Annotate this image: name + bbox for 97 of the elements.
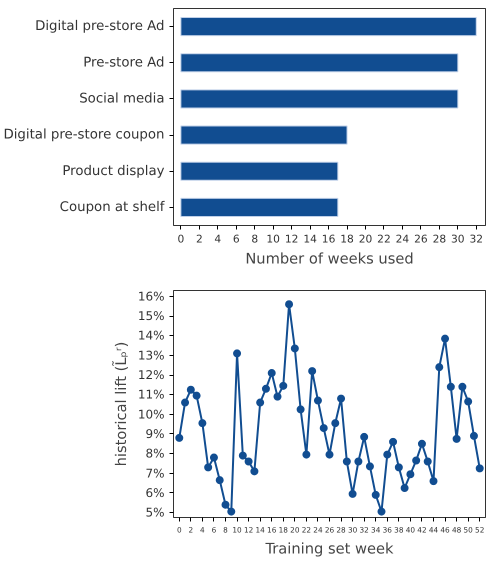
point bbox=[222, 500, 230, 509]
point bbox=[320, 424, 328, 432]
y-tick-label: 15% bbox=[138, 309, 164, 324]
point bbox=[192, 392, 201, 400]
y-tick-label: 8% bbox=[145, 446, 165, 461]
y-tick-label: Coupon at shelf bbox=[60, 200, 165, 215]
y-tick-label: 10% bbox=[138, 407, 164, 422]
point bbox=[476, 464, 484, 472]
x-tick-label: 24 bbox=[396, 232, 410, 246]
point bbox=[302, 450, 310, 459]
point bbox=[296, 405, 305, 414]
point bbox=[285, 300, 294, 308]
point bbox=[441, 334, 450, 343]
y-tick-label: Pre-store Ad bbox=[83, 55, 165, 70]
x-tick-label: 18 bbox=[340, 232, 354, 246]
y-tick-label: Product display bbox=[62, 164, 165, 179]
point bbox=[400, 484, 409, 492]
x-tick-label: 16 bbox=[322, 232, 336, 246]
bar bbox=[180, 126, 348, 145]
point bbox=[175, 434, 184, 442]
x-tick-label: 8 bbox=[251, 232, 258, 246]
point bbox=[337, 394, 346, 403]
y-tick-label: 6% bbox=[145, 486, 165, 500]
point bbox=[250, 467, 258, 476]
point bbox=[412, 456, 420, 464]
x-tick-label: 20 bbox=[358, 232, 372, 246]
y-tick-label: 11% bbox=[138, 388, 164, 402]
y-tick-label: Social media bbox=[79, 91, 165, 106]
point bbox=[360, 432, 368, 441]
point bbox=[198, 419, 206, 428]
x-tick-label: 28 bbox=[432, 232, 446, 246]
x-tick-label: 30 bbox=[451, 232, 465, 246]
x-tick-label: 10 bbox=[266, 232, 280, 246]
point bbox=[244, 457, 253, 466]
point bbox=[452, 434, 461, 443]
point bbox=[216, 476, 224, 484]
point bbox=[308, 367, 316, 376]
point bbox=[446, 382, 455, 391]
point bbox=[279, 382, 288, 390]
point bbox=[378, 508, 386, 516]
point bbox=[314, 396, 322, 405]
x-tick-label: 26 bbox=[414, 232, 428, 246]
point bbox=[470, 432, 478, 440]
x-tick-label: 0 bbox=[177, 232, 184, 246]
y-tick-label: 14% bbox=[138, 328, 164, 343]
point bbox=[204, 463, 212, 472]
point bbox=[256, 398, 264, 407]
point bbox=[383, 450, 392, 459]
point bbox=[458, 382, 466, 391]
bar bbox=[180, 198, 338, 217]
point bbox=[389, 438, 398, 446]
point bbox=[435, 363, 444, 372]
y-tick-label: 13% bbox=[138, 348, 164, 362]
y-tick-label: 12% bbox=[138, 368, 164, 382]
x-axis-title: Number of weeks used bbox=[245, 250, 414, 268]
bar bbox=[180, 162, 338, 181]
y-tick-label: Digital pre-store coupon bbox=[3, 128, 165, 143]
point bbox=[394, 463, 403, 472]
x-tick-label: 4 bbox=[214, 232, 222, 246]
point bbox=[227, 508, 236, 516]
point bbox=[424, 457, 432, 466]
point bbox=[326, 450, 334, 459]
point bbox=[331, 419, 340, 428]
point bbox=[348, 490, 357, 498]
point bbox=[186, 386, 195, 394]
y-axis-title: historical lift (L̃ₚʳ) bbox=[112, 342, 130, 466]
point bbox=[418, 440, 426, 448]
point bbox=[268, 369, 276, 378]
x-tick-label: 32 bbox=[469, 232, 484, 246]
y-tick-label: 16% bbox=[138, 289, 164, 304]
bar bbox=[180, 53, 458, 72]
x-tick-label: 6 bbox=[232, 232, 240, 246]
point bbox=[464, 398, 472, 406]
point bbox=[342, 457, 351, 466]
point bbox=[238, 452, 247, 460]
x-tick-label: 14 bbox=[303, 232, 318, 246]
x-axis-title: Training set week bbox=[264, 540, 394, 558]
x-tick-label: 12 bbox=[284, 232, 298, 246]
point bbox=[233, 349, 242, 358]
point bbox=[274, 392, 282, 401]
y-tick-label: 5% bbox=[145, 506, 165, 520]
point bbox=[366, 462, 374, 470]
point bbox=[210, 454, 218, 462]
point bbox=[354, 457, 362, 466]
point bbox=[262, 384, 270, 393]
point bbox=[430, 477, 438, 486]
point bbox=[406, 470, 414, 478]
y-tick-label: 7% bbox=[145, 466, 165, 480]
bar bbox=[180, 89, 458, 108]
x-tick-label: 22 bbox=[377, 232, 391, 246]
bar bbox=[180, 17, 477, 36]
x-tick-label: 2 bbox=[196, 232, 203, 246]
point bbox=[290, 344, 299, 352]
point bbox=[181, 398, 190, 407]
y-tick-label: Digital pre-store Ad bbox=[35, 19, 165, 34]
point bbox=[372, 490, 380, 499]
y-tick-label: 9% bbox=[145, 426, 165, 441]
